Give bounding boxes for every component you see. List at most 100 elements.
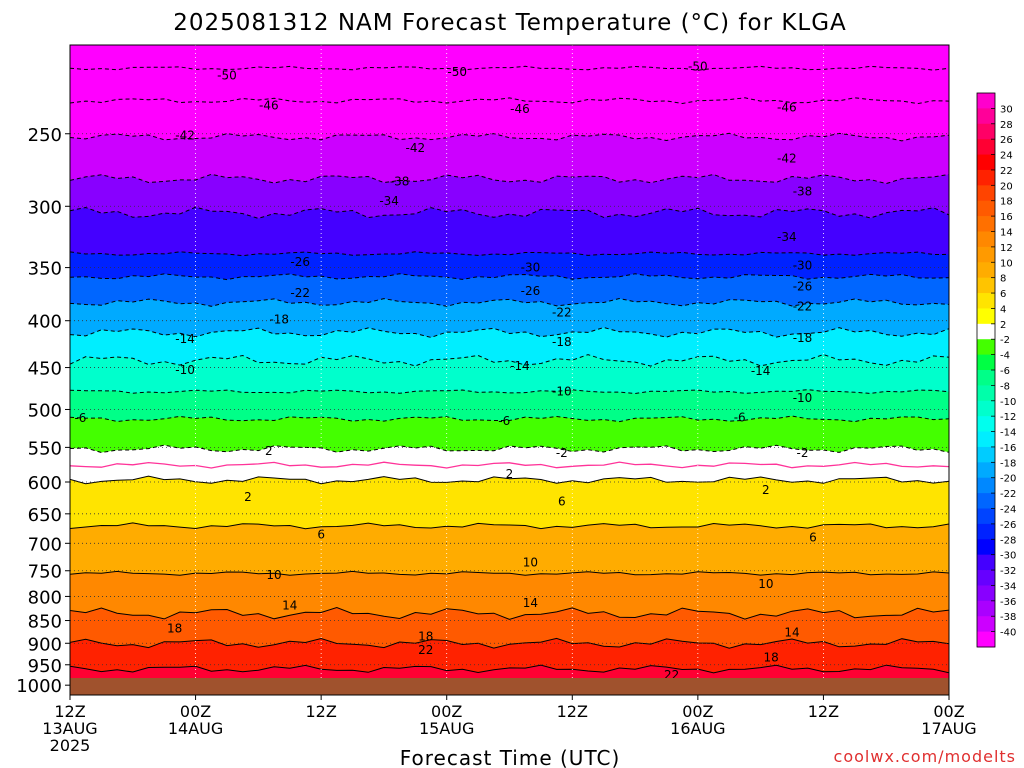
colorbar-label: -36 <box>1000 597 1016 608</box>
contour-label: -50 <box>447 65 467 79</box>
colorbar-swatch <box>977 616 995 633</box>
temperature-bands <box>70 66 949 695</box>
colorbar-swatch <box>977 308 995 325</box>
contour-label: -42 <box>777 151 797 165</box>
chart-title: 2025081312 NAM Forecast Temperature (°C)… <box>173 10 847 36</box>
x-tick-label: 14AUG <box>168 719 223 738</box>
isotherm-lines <box>70 65 949 693</box>
colorbar-swatch <box>977 154 995 171</box>
colorbar-label: -2 <box>1000 335 1010 346</box>
temperature-band <box>70 174 949 225</box>
isotherm-line <box>70 97 949 105</box>
colorbar-label: -16 <box>1000 443 1016 454</box>
plot-area: -50 -50 -50 -46 -46 -46 -42 -42 -42 -38 -38 -34 -34 -… <box>70 45 949 695</box>
colorbar-swatch <box>977 462 995 479</box>
contour-label: 2 <box>265 444 273 458</box>
y-tick-label: 300 <box>28 197 62 218</box>
x-axis-label: Forecast Time (UTC) <box>400 746 621 768</box>
colorbar-label: -8 <box>1000 381 1010 392</box>
contour-label: -50 <box>217 69 237 83</box>
colorbar-swatch <box>977 93 995 109</box>
colorbar-swatch <box>977 631 995 648</box>
colorbar-swatch <box>977 293 995 309</box>
colorbar-label: -4 <box>1000 351 1010 362</box>
colorbar-swatch <box>977 400 995 417</box>
y-tick-label: 500 <box>28 400 62 421</box>
contour-label: 18 <box>763 651 778 665</box>
y-tick-label: 1000 <box>16 676 62 697</box>
isotherm-line <box>70 444 949 454</box>
colorbar-label: -34 <box>1000 581 1016 592</box>
isotherm-line <box>70 173 949 185</box>
colorbar-label: -38 <box>1000 612 1016 623</box>
colorbar-label: 26 <box>1000 135 1013 146</box>
colorbar-label: -32 <box>1000 566 1016 577</box>
contour-label: -30 <box>793 258 813 272</box>
colorbar-label: 16 <box>1000 212 1013 223</box>
colorbar-swatch <box>977 446 995 463</box>
x-tick-label: 12Z <box>808 702 839 721</box>
contour-label: 6 <box>809 531 817 545</box>
x-tick-label: 12Z <box>557 702 588 721</box>
x-tick-label: 13AUG <box>42 719 97 738</box>
contour-label: -6 <box>74 411 86 425</box>
colorbar-label: -26 <box>1000 520 1016 531</box>
colorbar-swatch <box>977 523 995 540</box>
y-tick-label: 350 <box>28 259 62 280</box>
colorbar-swatch <box>977 262 995 279</box>
colorbar-swatch <box>977 554 995 571</box>
colorbar-swatch <box>977 323 995 340</box>
contour-label: -46 <box>777 100 797 114</box>
contour-label: -18 <box>793 331 813 345</box>
x-tick-label: 00Z <box>933 702 964 721</box>
colorbar-swatch <box>977 277 995 294</box>
colorbar: 30 28 26 24 22 20 18 16 14 12 10 8 6 4 2 -2 -4 -6 -8 -10 -12… <box>976 92 1016 648</box>
y-tick-label: 950 <box>28 656 62 677</box>
colorbar-label: 18 <box>1000 197 1013 208</box>
temperature-band <box>70 207 949 266</box>
y-tick-label: 550 <box>28 438 62 459</box>
contour-label: -26 <box>793 279 813 293</box>
contour-label: -26 <box>290 255 310 269</box>
contour-label: -18 <box>552 335 572 349</box>
x-tick-label: 12Z <box>54 702 85 721</box>
temperature-band <box>70 571 949 626</box>
contour-label: 18 <box>167 621 182 635</box>
colorbar-swatch <box>977 585 995 602</box>
contour-label: -26 <box>521 284 541 298</box>
isotherm-line <box>70 475 949 485</box>
y-tick-label: 850 <box>28 612 62 633</box>
colorbar-label: -28 <box>1000 535 1016 546</box>
colorbar-label: -24 <box>1000 505 1016 516</box>
contour-label: -14 <box>175 332 195 346</box>
contour-label: -14 <box>510 359 530 373</box>
colorbar-swatch <box>977 246 995 263</box>
colorbar-swatch <box>977 416 995 433</box>
colorbar-label: -18 <box>1000 458 1016 469</box>
isotherm-line <box>70 637 949 649</box>
colorbar-swatch <box>977 354 995 371</box>
contour-label: -34 <box>777 230 797 244</box>
colorbar-swatch <box>977 123 995 140</box>
x-tick-label: 00Z <box>682 702 713 721</box>
contour-label: -22 <box>552 306 572 320</box>
colorbar-swatch <box>977 508 995 525</box>
y-tick-label: 800 <box>28 587 62 608</box>
colorbar-label: 10 <box>1000 258 1013 269</box>
colorbar-label: 4 <box>1000 304 1006 315</box>
colorbar-label: -14 <box>1000 428 1016 439</box>
colorbar-swatch <box>977 493 995 509</box>
isotherm-line <box>70 65 949 71</box>
plot-frame <box>69 44 950 696</box>
contour-label: -10 <box>793 391 813 405</box>
contour-label: -42 <box>406 141 426 155</box>
colorbar-label: 22 <box>1000 166 1013 177</box>
contour-label: 18 <box>418 630 433 644</box>
colorbar-swatch <box>977 431 995 448</box>
contour-label: -10 <box>175 363 195 377</box>
colorbar-swatch <box>977 539 995 556</box>
contour-label: -38 <box>793 184 813 198</box>
contour-label: -42 <box>175 128 195 142</box>
contour-label: -10 <box>552 385 572 399</box>
colorbar-label: -40 <box>1000 628 1016 639</box>
